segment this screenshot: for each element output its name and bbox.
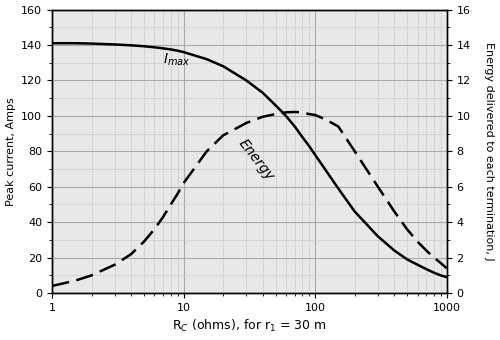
- Text: Energy: Energy: [236, 137, 277, 184]
- Y-axis label: Peak current, Amps: Peak current, Amps: [6, 97, 16, 206]
- Y-axis label: Energy delivered to each termination, J: Energy delivered to each termination, J: [484, 42, 494, 261]
- X-axis label: R$_C$ (ohms), for r$_1$ = 30 m: R$_C$ (ohms), for r$_1$ = 30 m: [172, 318, 327, 335]
- Text: $\mathit{I}_{\mathit{max}}$: $\mathit{I}_{\mathit{max}}$: [163, 52, 190, 68]
